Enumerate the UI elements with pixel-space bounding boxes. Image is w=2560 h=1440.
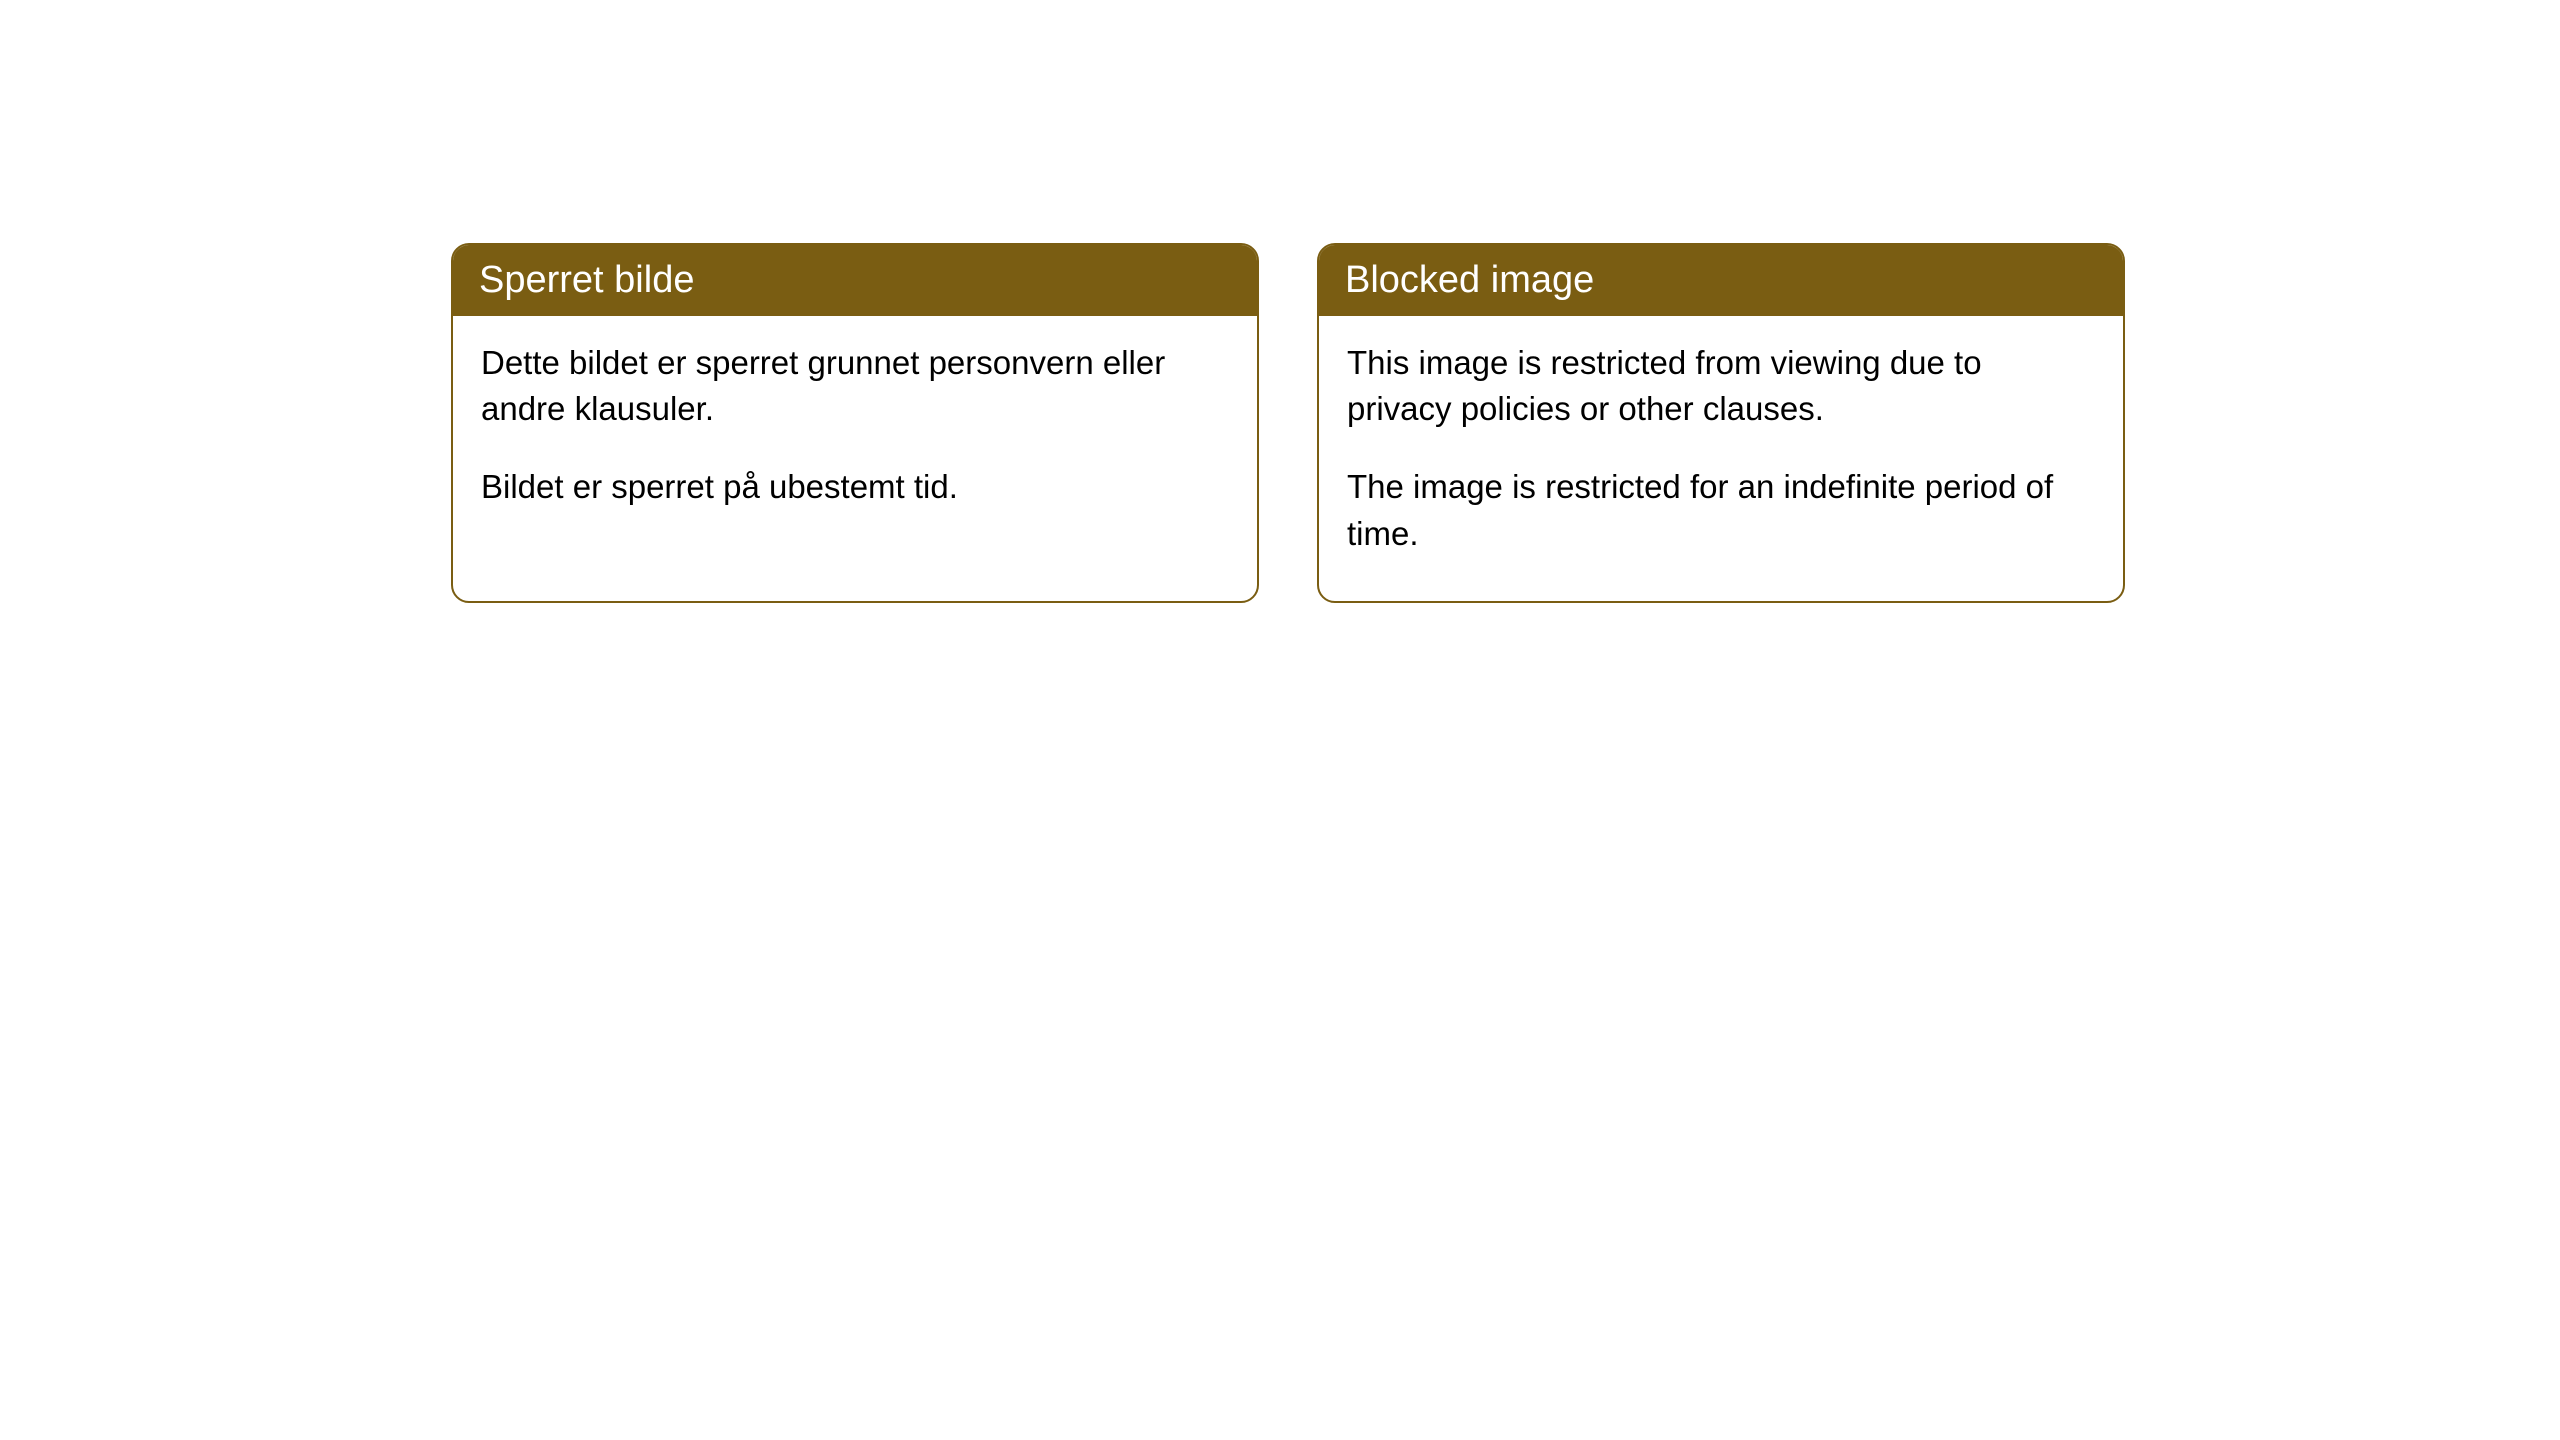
card-paragraph: Dette bildet er sperret grunnet personve… — [481, 340, 1229, 432]
notice-container: Sperret bilde Dette bildet er sperret gr… — [0, 0, 2560, 603]
card-title: Sperret bilde — [479, 259, 694, 301]
card-body-english: This image is restricted from viewing du… — [1319, 316, 2123, 601]
card-paragraph: The image is restricted for an indefinit… — [1347, 464, 2095, 556]
notice-card-english: Blocked image This image is restricted f… — [1317, 243, 2125, 603]
card-header-english: Blocked image — [1319, 245, 2123, 316]
card-header-norwegian: Sperret bilde — [453, 245, 1257, 316]
card-body-norwegian: Dette bildet er sperret grunnet personve… — [453, 316, 1257, 555]
notice-card-norwegian: Sperret bilde Dette bildet er sperret gr… — [451, 243, 1259, 603]
card-paragraph: This image is restricted from viewing du… — [1347, 340, 2095, 432]
card-title: Blocked image — [1345, 259, 1594, 301]
card-paragraph: Bildet er sperret på ubestemt tid. — [481, 464, 1229, 510]
